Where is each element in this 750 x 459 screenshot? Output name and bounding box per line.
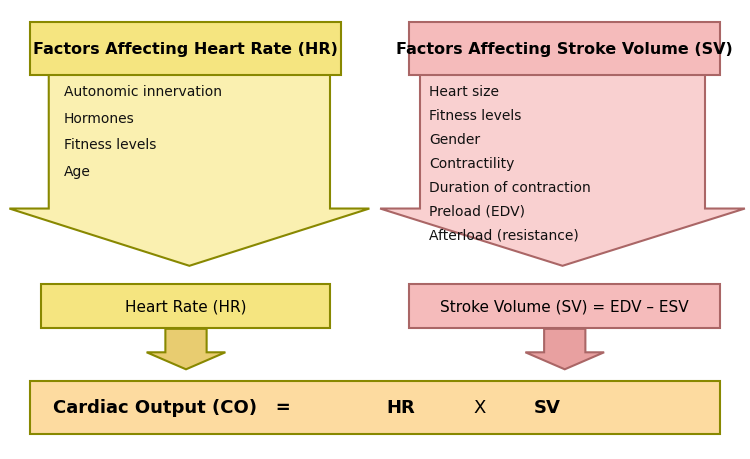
- Text: HR: HR: [387, 398, 416, 416]
- Text: Age: Age: [64, 165, 91, 179]
- Text: Afterload (resistance): Afterload (resistance): [429, 228, 579, 242]
- FancyBboxPatch shape: [409, 285, 720, 328]
- FancyBboxPatch shape: [409, 23, 720, 76]
- Text: Contractility: Contractility: [429, 157, 514, 170]
- Polygon shape: [9, 76, 369, 266]
- Text: Gender: Gender: [429, 133, 480, 146]
- Text: Fitness levels: Fitness levels: [429, 109, 521, 123]
- Text: X: X: [474, 398, 486, 416]
- Polygon shape: [380, 76, 745, 266]
- Polygon shape: [525, 329, 605, 369]
- FancyBboxPatch shape: [41, 285, 330, 328]
- FancyBboxPatch shape: [30, 23, 341, 76]
- FancyBboxPatch shape: [30, 381, 720, 434]
- Text: Heart size: Heart size: [429, 85, 499, 99]
- Text: Stroke Volume (SV) = EDV – ESV: Stroke Volume (SV) = EDV – ESV: [440, 299, 688, 314]
- Text: Hormones: Hormones: [64, 112, 134, 125]
- Text: Fitness levels: Fitness levels: [64, 138, 156, 152]
- Text: Heart Rate (HR): Heart Rate (HR): [124, 299, 246, 314]
- Text: Autonomic innervation: Autonomic innervation: [64, 85, 222, 99]
- Text: Factors Affecting Stroke Volume (SV): Factors Affecting Stroke Volume (SV): [396, 42, 733, 57]
- Text: Duration of contraction: Duration of contraction: [429, 180, 591, 194]
- Text: Preload (EDV): Preload (EDV): [429, 204, 525, 218]
- Text: Cardiac Output (CO)   =: Cardiac Output (CO) =: [53, 398, 290, 416]
- Text: Factors Affecting Heart Rate (HR): Factors Affecting Heart Rate (HR): [33, 42, 338, 57]
- Polygon shape: [147, 329, 225, 369]
- Text: SV: SV: [534, 398, 561, 416]
